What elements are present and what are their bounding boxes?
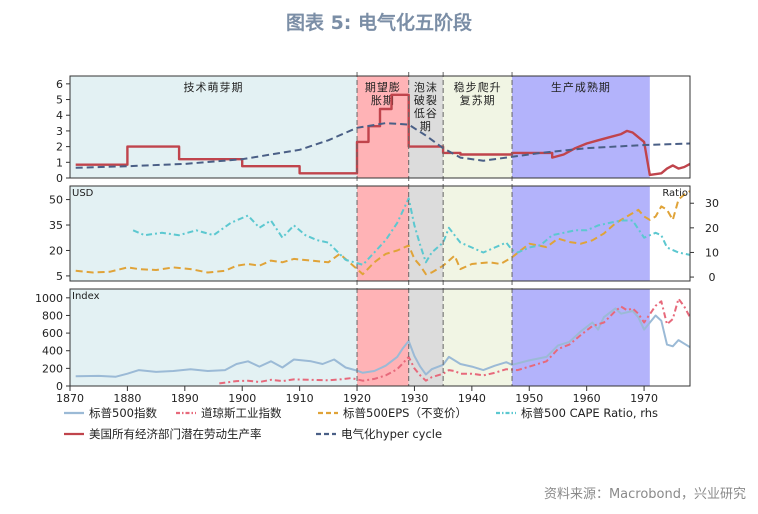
legend-label-1: 标普500指数 — [89, 406, 157, 420]
series-line-1-2 — [75, 122, 691, 169]
y-tick-label-1-4: 3 — [56, 125, 63, 138]
y-tick-label-3-4: 600 — [42, 327, 63, 340]
phase-label-3-3: 低谷 — [414, 107, 438, 120]
phase-band-2-3 — [408, 186, 444, 281]
x-tick-label-6: 1920 — [343, 392, 371, 405]
panel-frame-3 — [69, 288, 691, 387]
axis-unit-left-3: Index — [72, 291, 100, 302]
source-note: 资料来源：Macrobond，兴业研究 — [543, 487, 746, 502]
y-tick-label-3-5: 800 — [42, 309, 63, 322]
legend-label-6: 电气化hyper cycle — [341, 427, 442, 441]
page-title: 图表 5: 电气化五阶段 — [285, 12, 473, 34]
series-line-3-1 — [75, 307, 691, 378]
legend-label-2: 道琼斯工业指数 — [201, 406, 282, 420]
y-tick-label-1-5: 4 — [56, 109, 63, 122]
phase-band-2-4 — [443, 186, 513, 281]
phase-band-2-1 — [70, 186, 358, 281]
phase-band-3-2 — [357, 289, 409, 386]
phase-label-5-1: 生产成熟期 — [551, 80, 611, 94]
x-tick-label-1: 1870 — [56, 392, 84, 405]
phase-band-3-3 — [408, 289, 444, 386]
panel-frame-1 — [69, 75, 691, 179]
phase-band-1-4 — [443, 76, 513, 178]
y-tick-label-1-6: 5 — [56, 94, 63, 107]
phase-band-2-2 — [357, 186, 409, 281]
phase-label-4-2: 复苏期 — [460, 93, 496, 107]
phase-label-4-1: 稳步爬升 — [454, 80, 502, 94]
series-line-1-1 — [75, 93, 691, 177]
phase-label-3-1: 泡沫 — [414, 80, 438, 94]
x-tick-label-3: 1890 — [171, 392, 199, 405]
legend-label-5: 美国所有经济部门潜在劳动生产率 — [89, 427, 262, 441]
phase-band-1-3 — [408, 76, 444, 178]
x-tick-label-10: 1960 — [573, 392, 601, 405]
phase-band-1-5 — [512, 76, 650, 178]
x-tick-label-5: 1910 — [286, 392, 314, 405]
x-tick-label-7: 1930 — [400, 392, 428, 405]
x-tick-label-8: 1940 — [458, 392, 486, 405]
y-right-tick-label-2-1: 0 — [709, 271, 716, 284]
phase-label-2-1: 期望膨 — [365, 80, 401, 94]
phase-band-3-4 — [443, 289, 513, 386]
y-right-tick-label-2-2: 10 — [705, 246, 719, 259]
y-tick-label-1-1: 0 — [56, 172, 63, 185]
x-tick-label-4: 1900 — [228, 392, 256, 405]
y-tick-label-2-2: 20 — [49, 244, 63, 257]
x-tick-label-9: 1950 — [515, 392, 543, 405]
x-tick-label-2: 1880 — [113, 392, 141, 405]
phase-band-3-5 — [512, 289, 650, 386]
legend-label-4: 标普500 CAPE Ratio, rhs — [521, 406, 658, 420]
phase-label-3-4: 期 — [420, 120, 432, 133]
y-tick-label-3-1: 0 — [56, 380, 63, 393]
phase-label-1-1: 技术萌芽期 — [184, 80, 244, 94]
x-tick-label-11: 1970 — [630, 392, 658, 405]
phase-label-2-2: 胀期 — [371, 94, 395, 107]
axis-unit-right-2: Ratio — [662, 188, 688, 199]
series-line-3-2 — [219, 297, 691, 385]
y-tick-label-2-4: 50 — [49, 194, 63, 207]
y-tick-label-1-3: 2 — [56, 141, 63, 154]
y-tick-label-3-6: 1000 — [35, 292, 63, 305]
panel-frame-2 — [69, 185, 691, 282]
y-right-tick-label-2-3: 20 — [705, 222, 719, 235]
y-right-tick-label-2-4: 30 — [705, 197, 719, 210]
series-line-2-2 — [132, 197, 691, 266]
y-tick-label-3-3: 400 — [42, 345, 63, 358]
y-tick-label-2-3: 35 — [49, 219, 63, 232]
phase-band-2-5 — [512, 186, 650, 281]
y-tick-label-2-1: 5 — [56, 270, 63, 283]
series-line-2-1 — [75, 190, 691, 276]
y-tick-label-1-2: 1 — [56, 156, 63, 169]
axis-unit-left-2: USD — [72, 188, 94, 199]
phase-band-1-2 — [357, 76, 409, 178]
phase-label-3-2: 破裂 — [414, 93, 438, 107]
legend-label-3: 标普500EPS（不变价） — [343, 406, 467, 420]
y-tick-label-1-7: 6 — [56, 78, 63, 91]
y-tick-label-3-2: 200 — [42, 362, 63, 375]
